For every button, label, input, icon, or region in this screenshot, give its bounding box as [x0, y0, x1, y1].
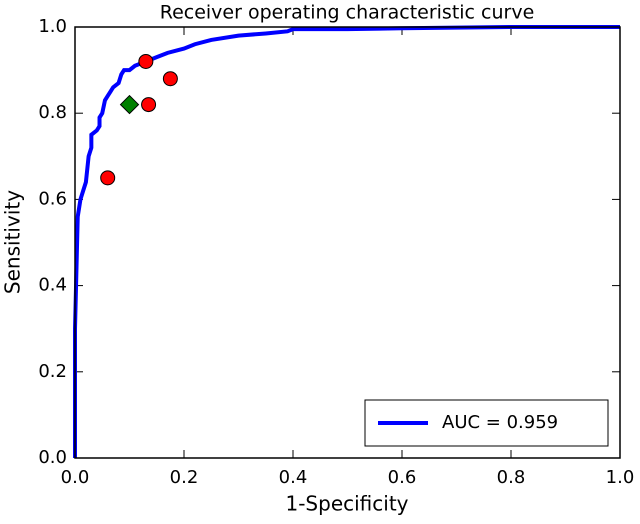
x-tick-label: 0.0 [61, 467, 90, 488]
x-axis-label: 1-Specificity [285, 492, 408, 516]
y-axis-label: Sensitivity [1, 190, 25, 294]
legend-label: AUC = 0.959 [442, 412, 558, 433]
y-tick-label: 0.4 [38, 275, 67, 296]
x-tick-label: 0.4 [279, 467, 308, 488]
circle-point [162, 71, 178, 87]
y-tick-label: 0.6 [38, 188, 67, 209]
y-tick-label: 0.2 [38, 361, 67, 382]
chart-title: Receiver operating characteristic curve [160, 2, 535, 24]
x-tick-label: 0.2 [170, 467, 199, 488]
circle-point [141, 97, 157, 113]
x-tick-label: 0.6 [388, 467, 417, 488]
y-tick-label: 1.0 [38, 16, 67, 37]
y-tick-label: 0.0 [38, 447, 67, 468]
roc-line [73, 25, 620, 458]
x-tick-label: 0.8 [497, 467, 526, 488]
circle-point [138, 53, 154, 69]
y-tick-label: 0.8 [38, 102, 67, 123]
circle-point [100, 170, 116, 186]
plot-frame [74, 26, 621, 459]
diamond-point [119, 94, 140, 115]
x-tick-label: 1.0 [606, 467, 635, 488]
